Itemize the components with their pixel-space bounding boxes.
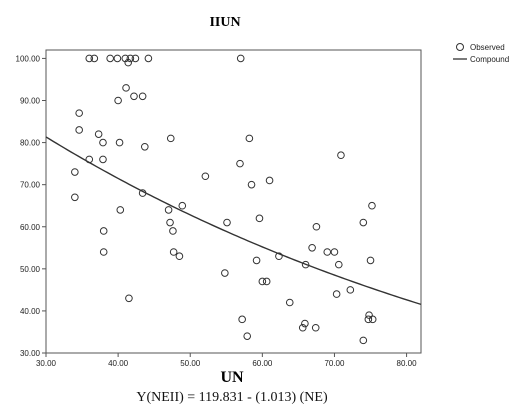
observed-point (169, 227, 177, 235)
regression-equation: Y(NEII) = 119.831 - (1.013) (NE) (136, 390, 328, 405)
observed-point (323, 248, 332, 256)
y-tick-label: 70.00 (20, 181, 41, 190)
y-tick-label: 40.00 (20, 307, 41, 316)
observed-point (106, 54, 114, 63)
observed-point (75, 109, 83, 117)
observed-point (138, 92, 147, 101)
x-tick-label: 30.00 (36, 359, 57, 368)
observed-point (311, 323, 320, 332)
y-tick-label: 50.00 (20, 265, 41, 274)
observed-point (330, 248, 339, 256)
observed-point (201, 172, 210, 181)
observed-point (130, 92, 138, 101)
observed-point (368, 315, 377, 324)
observed-point (236, 159, 244, 168)
observed-point (166, 134, 175, 143)
observed-point (90, 54, 99, 63)
observed-point (94, 130, 103, 138)
observed-point (366, 256, 375, 265)
x-axis-label: UN (220, 369, 244, 386)
observed-point (99, 138, 107, 147)
observed-point (334, 260, 343, 269)
observed-point (359, 218, 368, 227)
x-tick-label: 50.00 (180, 359, 201, 368)
observed-point (359, 336, 368, 345)
observed-point (85, 155, 94, 164)
observed-point (115, 138, 124, 147)
observed-point (131, 54, 140, 63)
x-axis-ticks: 30.00 40.00 50.00 60.00 70.00 80.00 (36, 353, 417, 368)
observed-point (164, 206, 173, 214)
observed-point (364, 315, 373, 324)
observed-point (85, 54, 94, 63)
observed-point (265, 176, 274, 185)
y-tick-label: 80.00 (20, 139, 41, 148)
observed-point (332, 290, 341, 298)
observed-point (258, 277, 267, 286)
chart-title: IIUN (209, 15, 240, 30)
observed-point (116, 206, 125, 214)
observed-point (238, 315, 246, 324)
observed-point (301, 319, 309, 328)
y-tick-label: 100.00 (16, 54, 41, 63)
observed-point (275, 252, 283, 261)
legend-observed-marker (456, 43, 464, 51)
observed-point (113, 54, 122, 63)
observed-point (99, 227, 108, 235)
observed-point (346, 286, 355, 294)
observed-points-group (71, 54, 377, 345)
plot-area-frame (45, 49, 422, 354)
observed-point (312, 222, 321, 231)
y-axis-ticks: 30.00 40.00 50.00 60.00 70.00 80.00 90.00 100.0… (16, 54, 46, 358)
observed-point (144, 54, 153, 63)
observed-point (236, 54, 245, 63)
x-tick-label: 80.00 (397, 359, 418, 368)
observed-point (337, 151, 345, 160)
legend: Observed Compound (453, 43, 509, 64)
observed-point (169, 248, 178, 256)
observed-point (298, 323, 307, 332)
observed-point (178, 201, 187, 210)
observed-point (368, 201, 376, 210)
observed-point (125, 294, 133, 303)
observed-point (223, 218, 231, 227)
observed-point (247, 180, 256, 189)
observed-point (71, 168, 79, 176)
x-tick-label: 40.00 (108, 359, 129, 368)
observed-point (243, 332, 252, 340)
observed-point (262, 277, 271, 286)
observed-point (301, 260, 310, 269)
observed-point (124, 58, 133, 67)
observed-point (365, 311, 373, 319)
observed-point (308, 243, 316, 252)
observed-point (175, 252, 184, 261)
observed-point (245, 134, 254, 143)
x-tick-label: 70.00 (324, 359, 345, 368)
y-tick-label: 30.00 (20, 349, 41, 358)
plot-frame-group (45, 49, 422, 354)
observed-point (75, 126, 83, 134)
y-tick-label: 60.00 (20, 223, 41, 232)
y-tick-label: 90.00 (20, 97, 41, 106)
observed-point (166, 218, 174, 227)
observed-point (126, 54, 135, 63)
observed-point (255, 214, 264, 223)
observed-point (71, 193, 79, 202)
observed-point (138, 189, 147, 197)
observed-point (252, 256, 261, 265)
observed-point (99, 155, 107, 164)
observed-point (140, 142, 149, 151)
legend-compound-label: Compound (470, 55, 509, 64)
observed-point (122, 84, 130, 92)
observed-point (285, 298, 294, 307)
observed-point (99, 248, 108, 256)
observed-point (221, 269, 229, 277)
observed-point (114, 96, 122, 105)
fit-curve-group (45, 136, 422, 306)
compound-fit-line (45, 136, 422, 306)
legend-observed-label: Observed (470, 43, 505, 52)
x-tick-label: 60.00 (252, 359, 273, 368)
